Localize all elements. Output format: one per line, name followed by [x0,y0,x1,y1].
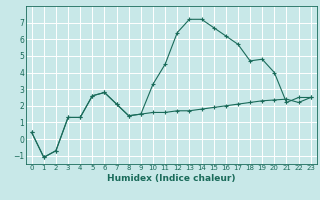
X-axis label: Humidex (Indice chaleur): Humidex (Indice chaleur) [107,174,236,183]
